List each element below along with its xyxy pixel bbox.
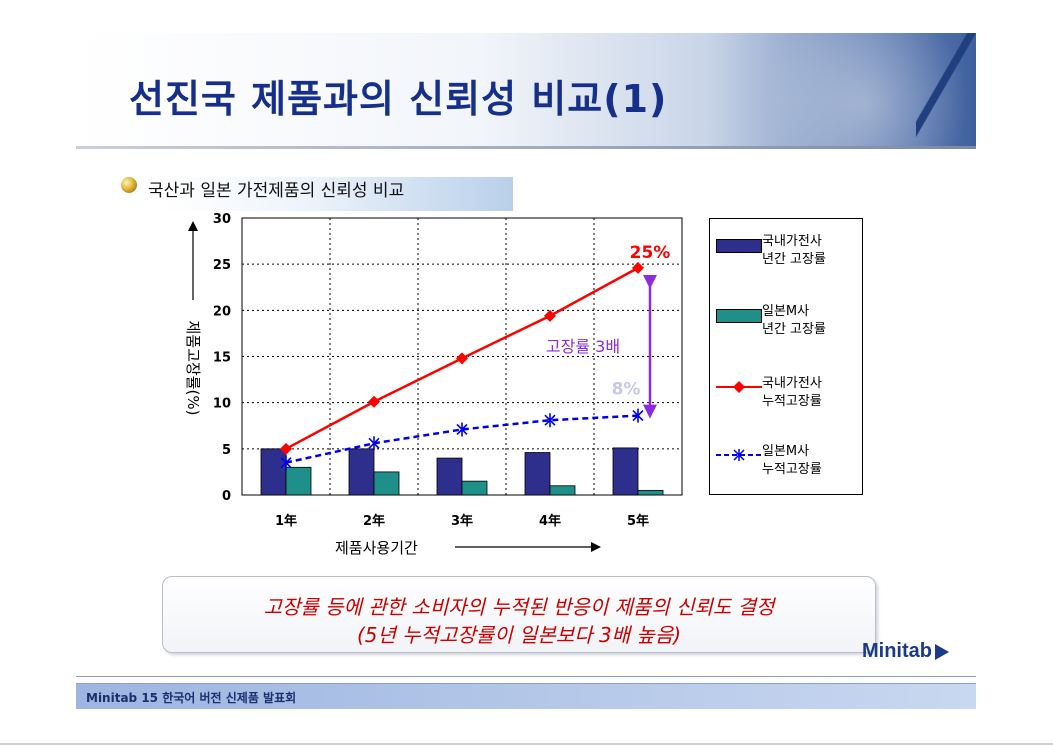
callout-line-1: 고장률 등에 관한 소비자의 누적된 반응이 제품의 신뢰도 결정 <box>263 595 775 619</box>
y-tick-label: 25 <box>213 258 231 273</box>
point-domestic <box>280 442 292 455</box>
legend-label: 누적고장률 <box>762 462 822 477</box>
x-axis-label: 제품사용기간 <box>335 539 418 557</box>
point-domestic <box>456 352 468 365</box>
legend-swatch-navy <box>716 239 762 253</box>
legend-line-red <box>716 381 762 393</box>
legend-label: 국내가전사 <box>762 376 822 391</box>
legend-swatch-teal <box>716 309 762 323</box>
bar-japan <box>461 480 488 496</box>
legend-item-japan-cumulative: 일본M사 누적고장률 <box>710 443 862 483</box>
point-japan <box>544 413 556 428</box>
x-tick-label: 3年 <box>451 513 473 529</box>
bar-domestic <box>348 448 375 496</box>
annotation-japan-final: 8% <box>612 380 641 400</box>
bar-domestic <box>260 448 287 496</box>
footer-text: Minitab 15 한국어 버전 신제품 발표회 <box>86 691 297 705</box>
title-divider <box>76 146 976 149</box>
legend-line-blue <box>716 449 762 461</box>
banner-stripe <box>916 33 976 148</box>
logo-text: Minitab <box>862 640 932 662</box>
point-japan <box>280 455 292 470</box>
y-tick-label: 30 <box>213 212 231 227</box>
legend-label: 국내가전사 <box>762 234 822 249</box>
legend-label: 일본M사 <box>762 304 810 319</box>
bar-domestic <box>524 452 551 496</box>
legend-item-japan-annual: 일본M사 년간 고장률 <box>710 303 862 343</box>
subtitle-highlight <box>163 177 513 211</box>
legend-label: 누적고장률 <box>762 394 822 409</box>
legend-item-domestic-cumulative: 국내가전사 누적고장률 <box>710 375 862 415</box>
point-japan <box>456 422 468 437</box>
title-banner <box>76 33 976 148</box>
y-tick-label: 20 <box>213 304 231 319</box>
annotation-domestic-final: 25% <box>630 243 671 263</box>
y-tick-label: 0 <box>222 489 231 504</box>
y-axis-label: 제품고장률(%) <box>184 321 202 416</box>
bar-japan <box>285 466 312 496</box>
bullet-icon <box>121 177 137 193</box>
bar-japan <box>637 489 664 496</box>
bar-domestic <box>436 457 463 496</box>
callout-line-2: (5년 누적고장률이 일본보다 3배 높음) <box>356 623 682 647</box>
legend-item-domestic-annual: 국내가전사 년간 고장률 <box>710 233 862 273</box>
legend-label: 년간 고장률 <box>762 322 826 337</box>
point-japan <box>632 408 644 423</box>
minitab-logo: Minitab <box>862 640 949 663</box>
y-tick-label: 10 <box>213 397 231 412</box>
bar-domestic <box>612 447 639 496</box>
point-domestic <box>632 261 644 274</box>
x-tick-label: 2年 <box>363 513 385 529</box>
point-domestic <box>544 309 556 322</box>
section-subtitle: 국산과 일본 가전제품의 신뢰성 비교 <box>148 181 405 201</box>
bar-japan <box>549 485 576 496</box>
logo-arrow-icon <box>935 643 949 660</box>
page-edge <box>0 743 1053 745</box>
legend-label: 년간 고장률 <box>762 252 826 267</box>
y-tick-label: 15 <box>213 351 231 366</box>
x-tick-label: 1年 <box>275 513 297 529</box>
point-domestic <box>368 395 380 408</box>
x-tick-label: 4年 <box>539 513 561 529</box>
legend-label: 일본M사 <box>762 444 810 459</box>
slide-title: 선진국 제품과의 신뢰성 비교(1) <box>129 77 668 121</box>
y-tick-label: 5 <box>222 443 231 458</box>
conclusion-callout: 고장률 등에 관한 소비자의 누적된 반응이 제품의 신뢰도 결정 (5년 누적… <box>162 576 876 653</box>
x-tick-label: 5年 <box>627 513 649 529</box>
chart-legend: 국내가전사 년간 고장률 일본M사 년간 고장률 국내가전사 누적고장률 일본M… <box>709 218 863 495</box>
bar-japan <box>373 471 400 496</box>
footer-bar: Minitab 15 한국어 버전 신제품 발표회 <box>76 684 976 709</box>
line-japan-cumulative <box>285 414 639 464</box>
point-japan <box>368 436 380 451</box>
annotation-ratio: 고장률 3배 <box>546 337 620 356</box>
